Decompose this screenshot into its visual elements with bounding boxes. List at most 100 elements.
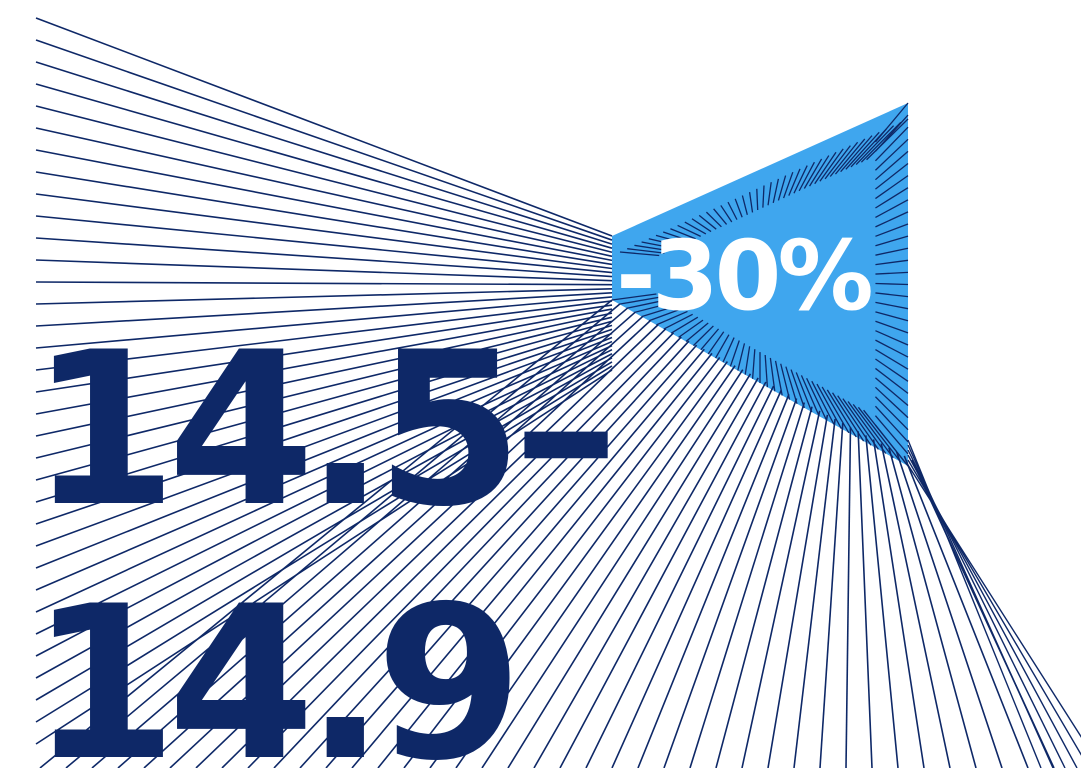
ray-line [35, 365, 613, 723]
ray-line [692, 325, 714, 347]
ray-line [35, 61, 613, 245]
ray-line [874, 102, 909, 143]
ray-line [772, 178, 780, 203]
ray-line [35, 324, 613, 503]
ray-line [875, 339, 909, 358]
ray-line [35, 83, 613, 249]
ray-line [803, 158, 823, 189]
ray-line [481, 369, 744, 768]
range-figure-line2: 14.9 [30, 560, 523, 768]
ray-line [808, 155, 830, 187]
ray-line [741, 410, 821, 768]
ray-line [195, 324, 659, 768]
ray-line [845, 131, 880, 170]
ray-line [875, 271, 909, 275]
discount-badge: -30% [616, 220, 874, 332]
ray-line [819, 423, 844, 768]
ray-line [769, 357, 776, 392]
ray-line [875, 311, 909, 322]
ray-line [875, 199, 909, 219]
ray-line [35, 127, 613, 258]
ray-line [845, 427, 852, 768]
ray-line [35, 312, 613, 437]
ray-line [737, 343, 746, 371]
ray-line [35, 292, 613, 327]
ray-line [865, 435, 899, 768]
ray-line [866, 118, 909, 161]
ray-line [35, 316, 613, 459]
ray-line [619, 251, 660, 257]
ray-line [875, 187, 909, 209]
ray-line [35, 149, 613, 262]
ray-line [875, 367, 909, 394]
ray-line [627, 248, 665, 254]
ray-line [707, 331, 725, 355]
ray-line [720, 205, 733, 223]
ray-line [221, 328, 667, 768]
ray-line [689, 402, 806, 768]
ray-line [875, 259, 909, 266]
ray-line [874, 126, 909, 162]
ray-line [741, 195, 748, 215]
ray-line [780, 363, 791, 400]
ray-line [65, 303, 621, 768]
ray-line [874, 396, 909, 431]
ray-line [793, 165, 808, 194]
ray-line [35, 39, 613, 241]
ray-line [35, 287, 613, 305]
ray-line [377, 352, 713, 768]
ray-line [798, 161, 815, 192]
ray-line [715, 406, 813, 768]
ray-line [35, 320, 613, 481]
ray-line [351, 348, 705, 768]
ray-line [756, 188, 759, 211]
discount-panel [612, 103, 908, 466]
ray-line [662, 231, 691, 242]
ray-line [585, 385, 775, 768]
ray-line [875, 162, 909, 190]
outer-rays-group [35, 17, 1081, 768]
ray-line [35, 281, 613, 286]
ray-line [35, 237, 613, 278]
ray-line [814, 151, 837, 185]
ray-line [35, 308, 613, 415]
ray-line [829, 141, 859, 177]
ray-line [35, 369, 613, 745]
ray-line [325, 344, 698, 768]
ray-line [793, 418, 836, 768]
ray-line [857, 431, 873, 768]
ray-line [842, 398, 879, 450]
ray-line [273, 336, 682, 768]
ray-line [678, 319, 704, 338]
ray-line [641, 304, 678, 318]
ray-line [715, 334, 730, 359]
ray-line [35, 296, 613, 349]
ray-line [663, 313, 693, 330]
ray-line [762, 185, 765, 208]
ray-line [685, 322, 709, 342]
ray-line [455, 365, 736, 768]
ray-line [875, 292, 909, 298]
ray-line [169, 319, 652, 768]
ray-line [874, 386, 909, 419]
ray-line [785, 366, 798, 404]
ray-line [744, 346, 751, 375]
ray-line [35, 215, 613, 274]
ray-line [656, 310, 688, 326]
ray-line [35, 336, 613, 569]
ray-line [751, 349, 756, 379]
ray-line [634, 244, 670, 252]
ray-line [611, 293, 657, 301]
ray-line [35, 17, 613, 237]
ray-line [143, 315, 644, 768]
ray-line [713, 208, 728, 225]
ray-line [698, 214, 717, 230]
ray-line [641, 241, 675, 249]
ray-line [705, 211, 722, 228]
ray-line [35, 348, 613, 635]
ray-line [857, 406, 902, 463]
ray-line [626, 299, 667, 309]
ray-line [875, 150, 909, 181]
